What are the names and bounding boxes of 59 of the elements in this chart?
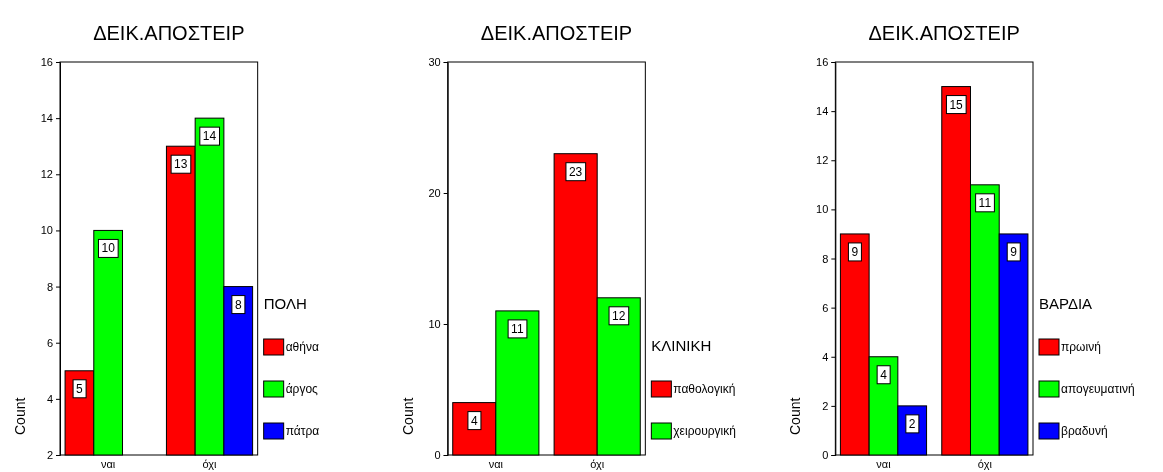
data-label: 15 [949,97,964,112]
y-tick-label: 12 [816,154,829,167]
y-tick-label: 12 [40,168,53,181]
legend-label: άργος [285,382,319,396]
data-label: 5 [76,381,84,396]
y-tick-label: 14 [816,105,829,118]
x-tick-label: ναι [100,457,116,470]
data-label: 13 [174,157,188,172]
y-tick-label: 2 [46,449,53,462]
legend-title: ΒΑΡΔΙΑ [1039,295,1093,312]
y-tick-label: 10 [40,224,53,237]
data-label: 10 [101,241,116,256]
y-tick-label: 30 [428,56,441,69]
data-label: 14 [202,129,217,144]
x-tick-label: ναι [488,457,504,470]
data-label: 9 [851,244,859,259]
legend-label: πάτρα [285,424,320,438]
legend-title: ΚΛΙΝΙΚΗ [651,337,712,354]
y-tick-label: 14 [40,112,53,125]
data-label: 4 [470,413,478,428]
x-tick-label: όχι [977,457,993,470]
y-tick-label: 10 [816,203,829,216]
legend-label: απογευματινή [1061,382,1135,396]
y-axis-title: Count [399,397,416,435]
legend-title: ΠΟΛΗ [263,295,307,312]
y-tick-label: 0 [434,449,441,462]
y-tick-label: 6 [46,336,53,349]
y-tick-label: 16 [40,56,53,69]
chart-title: ΔΕΙΚ.ΑΠΟΣΤΕΙΡ [868,22,1020,44]
y-tick-label: 20 [428,187,441,200]
data-label: 2 [908,416,916,431]
x-tick-label: ναι [876,457,892,470]
data-label: 8 [234,297,242,312]
data-label: 11 [978,195,992,210]
y-tick-label: 16 [816,56,829,69]
data-label: 12 [612,308,626,323]
y-axis-title: Count [12,397,28,435]
data-label: 11 [511,321,524,336]
y-tick-label: 0 [822,449,829,462]
data-label: 9 [1010,244,1018,259]
legend-label: πρωινή [1061,340,1101,354]
legend-label: χειρουργική [673,424,736,438]
chart-title: ΔΕΙΚ.ΑΠΟΣΤΕΙΡ [480,22,633,44]
legend-label: αθήνα [285,340,319,354]
y-tick-label: 4 [46,392,53,405]
y-tick-label: 2 [822,399,829,412]
data-label: 23 [568,164,583,179]
data-label: 4 [880,367,888,382]
chart-title: ΔΕΙΚ.ΑΠΟΣΤΕΙΡ [93,22,245,44]
y-tick-label: 8 [46,280,53,293]
y-tick-label: 6 [822,301,829,314]
legend-label: βραδυνή [1061,424,1108,438]
x-tick-label: όχι [202,457,218,470]
y-tick-label: 8 [822,252,829,265]
y-tick-label: 10 [428,318,441,331]
x-tick-label: όχι [590,457,605,470]
y-tick-label: 4 [822,350,829,363]
legend-label: παθολογική [673,382,736,396]
y-axis-title: Count [787,397,804,435]
